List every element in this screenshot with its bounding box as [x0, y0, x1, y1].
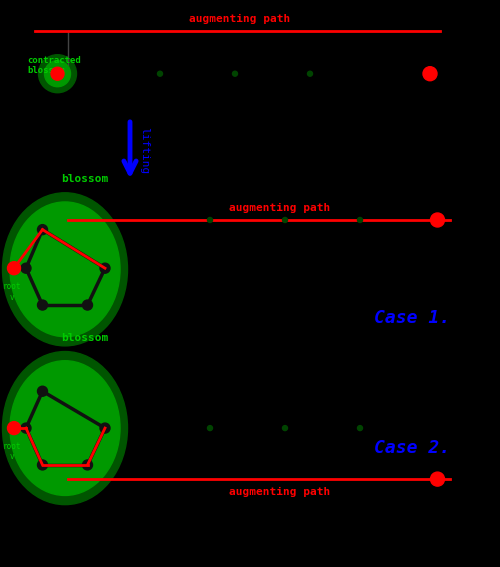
- Ellipse shape: [21, 263, 31, 273]
- Text: contracted
blossom: contracted blossom: [28, 56, 81, 75]
- Ellipse shape: [38, 300, 48, 310]
- Ellipse shape: [430, 213, 444, 227]
- Ellipse shape: [423, 67, 437, 81]
- Ellipse shape: [100, 423, 110, 433]
- Ellipse shape: [158, 71, 162, 76]
- Text: augmenting path: augmenting path: [230, 203, 330, 213]
- Text: v: v: [9, 452, 14, 462]
- Ellipse shape: [232, 71, 237, 76]
- Text: Case 1.: Case 1.: [374, 308, 450, 327]
- Text: Case 2.: Case 2.: [374, 439, 450, 457]
- Ellipse shape: [282, 218, 288, 222]
- Ellipse shape: [38, 225, 48, 235]
- Ellipse shape: [21, 423, 31, 433]
- Text: augmenting path: augmenting path: [190, 14, 290, 24]
- Ellipse shape: [38, 460, 48, 470]
- Ellipse shape: [10, 202, 120, 337]
- Ellipse shape: [358, 218, 362, 222]
- Ellipse shape: [2, 193, 128, 346]
- Ellipse shape: [82, 300, 92, 310]
- Ellipse shape: [8, 422, 20, 434]
- Ellipse shape: [208, 426, 212, 430]
- Text: blossom: blossom: [62, 333, 108, 343]
- Ellipse shape: [44, 61, 70, 87]
- Ellipse shape: [10, 361, 120, 496]
- Ellipse shape: [308, 71, 312, 76]
- Ellipse shape: [430, 472, 444, 486]
- Text: blossom: blossom: [62, 174, 108, 184]
- Ellipse shape: [282, 426, 288, 430]
- Text: root: root: [2, 282, 21, 291]
- Ellipse shape: [2, 352, 128, 505]
- Ellipse shape: [38, 386, 48, 396]
- Ellipse shape: [51, 67, 64, 80]
- Ellipse shape: [8, 262, 20, 274]
- Text: v: v: [9, 293, 14, 302]
- Text: lifting: lifting: [139, 126, 149, 174]
- Ellipse shape: [100, 263, 110, 273]
- Ellipse shape: [208, 218, 212, 222]
- Ellipse shape: [38, 54, 76, 93]
- Text: root: root: [2, 442, 21, 451]
- Text: augmenting path: augmenting path: [230, 487, 330, 497]
- Ellipse shape: [82, 460, 92, 470]
- Ellipse shape: [358, 426, 362, 430]
